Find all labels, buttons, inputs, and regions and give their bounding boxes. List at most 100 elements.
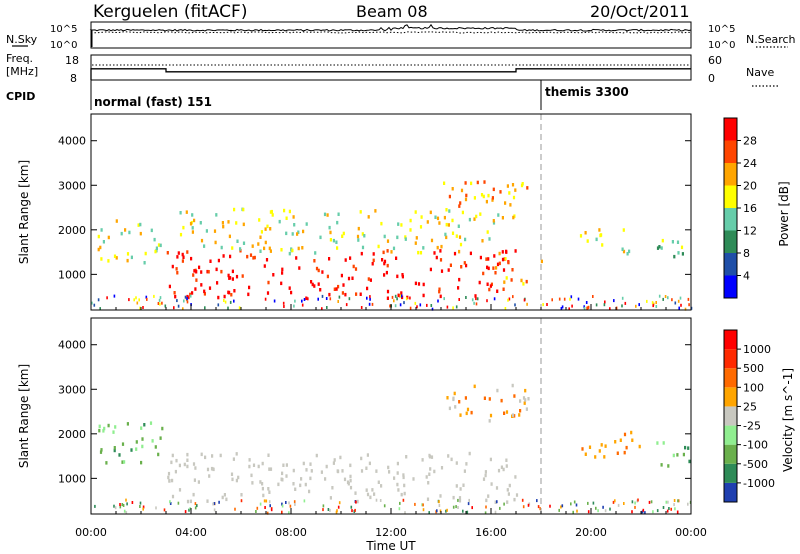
heatmap-cell (443, 297, 445, 301)
heatmap-cell (194, 287, 197, 291)
heatmap-cell (505, 250, 508, 254)
heatmap-cell (161, 301, 163, 305)
heatmap-cell (253, 255, 256, 260)
heatmap-cell (549, 504, 551, 508)
heatmap-cell (235, 274, 239, 279)
colorbar-tick-label: -500 (743, 458, 768, 471)
heatmap-cell (264, 227, 267, 231)
heatmap-cell (455, 234, 458, 238)
heatmap-cell (200, 283, 203, 287)
heatmap-cell (506, 500, 509, 504)
heatmap-cell (277, 482, 280, 487)
heatmap-cell (594, 455, 597, 459)
y-tick-label: 4000 (58, 339, 86, 352)
heatmap-cell (372, 258, 375, 263)
heatmap-cell (157, 302, 160, 305)
heatmap-cell (181, 252, 184, 257)
heatmap-cell (369, 295, 371, 299)
heatmap-cell (409, 228, 412, 232)
heatmap-cell (179, 211, 182, 215)
heatmap-cell (99, 450, 103, 454)
heatmap-cell (154, 249, 157, 254)
heatmap-cell (315, 453, 318, 458)
heatmap-cell (133, 298, 135, 302)
heatmap-cell (396, 482, 399, 487)
heatmap-cell (612, 500, 615, 504)
heatmap-cell (381, 258, 384, 262)
heatmap-cell (317, 297, 319, 301)
heatmap-cell (597, 509, 599, 513)
heatmap-cell (688, 303, 690, 307)
heatmap-cell (401, 274, 404, 279)
freq-strip: Freq. [MHz] 18 8 60 0 Nave (6, 52, 778, 87)
heatmap-cell (684, 307, 687, 311)
heatmap-cell (223, 493, 226, 497)
heatmap-cell (176, 299, 178, 303)
heatmap-cell (436, 509, 438, 513)
heatmap-cell (211, 467, 214, 471)
heatmap-cell (138, 298, 140, 302)
heatmap-cell (382, 250, 385, 255)
heatmap-cell (573, 500, 576, 504)
heatmap-cell (444, 232, 447, 237)
heatmap-cell (189, 294, 192, 298)
heatmap-cell (167, 471, 171, 476)
heatmap-cell (504, 201, 507, 205)
heatmap-cell (281, 510, 283, 514)
heatmap-cell (628, 249, 631, 254)
heatmap-cell (417, 282, 421, 286)
heatmap-cell (672, 453, 675, 458)
heatmap-cell (121, 442, 125, 446)
heatmap-cell (268, 490, 271, 494)
heatmap-cell (464, 396, 467, 400)
heatmap-cell (242, 207, 245, 212)
heatmap-cell (476, 180, 479, 185)
heatmap-cell (206, 499, 209, 503)
colorbar-swatch (724, 387, 737, 407)
heatmap-cell (294, 299, 296, 303)
heatmap-cell (452, 396, 455, 401)
heatmap-cell (383, 234, 386, 239)
heatmap-cell (139, 231, 142, 236)
heatmap-cell (486, 299, 488, 303)
heatmap-cell (177, 251, 180, 255)
heatmap-cell (493, 254, 496, 258)
heatmap-cell (501, 257, 505, 262)
heatmap-cell (380, 221, 383, 226)
heatmap-cell (310, 469, 313, 473)
heatmap-cell (328, 292, 331, 297)
heatmap-cell (113, 254, 117, 258)
heatmap-cell (631, 500, 634, 504)
heatmap-cell (309, 462, 312, 466)
freq-tick-top: 18 (65, 54, 79, 67)
heatmap-cell (470, 181, 473, 186)
heatmap-cell (430, 304, 433, 307)
heatmap-cell (298, 266, 301, 270)
heatmap-cell (183, 462, 186, 467)
heatmap-cell (267, 487, 270, 491)
heatmap-cell (386, 263, 389, 268)
y-tick-label: 2000 (58, 224, 86, 237)
heatmap-cell (458, 496, 462, 500)
heatmap-cell (163, 508, 166, 512)
heatmap-cell (587, 306, 589, 310)
heatmap-cell (525, 407, 528, 411)
heatmap-cell (457, 498, 459, 502)
heatmap-cell (646, 299, 648, 303)
y-tick-label: 1000 (58, 268, 86, 281)
heatmap-cell (268, 467, 271, 471)
heatmap-cell (217, 303, 220, 307)
heatmap-cell (250, 473, 253, 478)
heatmap-cell (458, 249, 461, 254)
heatmap-cell (328, 257, 331, 261)
heatmap-cell (510, 278, 513, 282)
heatmap-cell (598, 228, 601, 232)
heatmap-cell (304, 482, 307, 487)
heatmap-cell (102, 429, 105, 433)
heatmap-cell (500, 465, 503, 469)
colorbar-tick-label: 500 (743, 362, 764, 375)
heatmap-cell (540, 259, 543, 264)
heatmap-cell (631, 510, 633, 514)
colorbar-frame (723, 329, 738, 503)
heatmap-cell (375, 498, 378, 502)
